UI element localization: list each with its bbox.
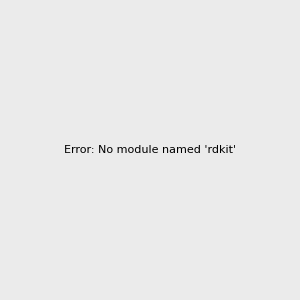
Text: Error: No module named 'rdkit': Error: No module named 'rdkit'	[64, 145, 236, 155]
